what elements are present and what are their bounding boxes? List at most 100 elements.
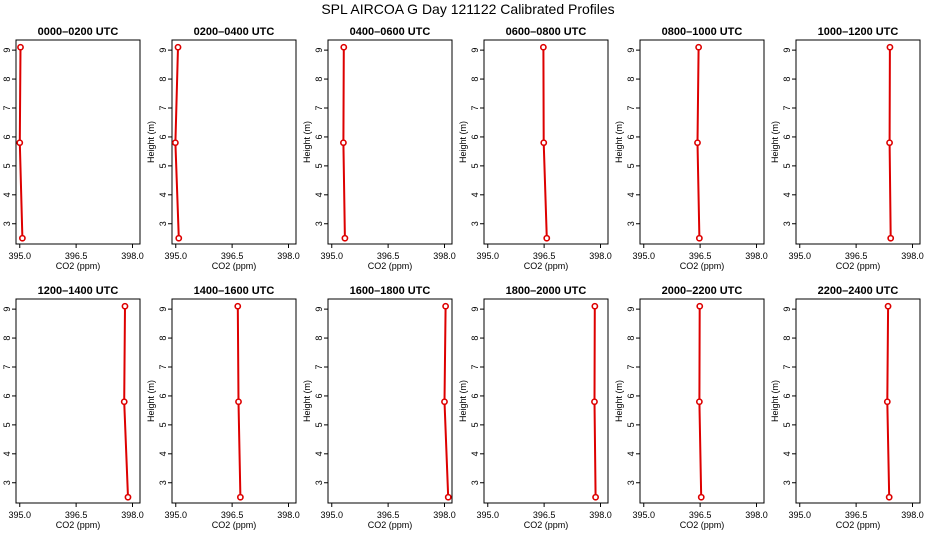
data-point bbox=[171, 139, 179, 147]
data-point bbox=[16, 139, 24, 147]
y-tick-label: 3 bbox=[158, 221, 168, 226]
y-tick-label: 7 bbox=[314, 364, 324, 369]
y-tick-label: 8 bbox=[782, 336, 792, 341]
x-tick-label: 395.0 bbox=[320, 510, 343, 520]
data-point bbox=[235, 398, 242, 406]
plot-frame bbox=[795, 39, 921, 245]
y-tick-label: 9 bbox=[2, 307, 12, 312]
x-tick-label: 398.0 bbox=[277, 510, 300, 520]
x-tick-label: 398.0 bbox=[745, 251, 768, 261]
y-tick-label: 8 bbox=[626, 77, 636, 82]
x-tick-label: 398.0 bbox=[121, 510, 144, 520]
data-point bbox=[883, 398, 891, 406]
x-axis-label: CO2 (ppm) bbox=[368, 261, 413, 271]
x-tick-label: 395.0 bbox=[476, 510, 499, 520]
data-point bbox=[18, 234, 26, 242]
panel-4: 0600–0800 UTC 395.0 396.5 398.0 3 4 5 6 7 8 9 CO2 (… bbox=[458, 26, 612, 271]
x-tick-label: 395.0 bbox=[788, 510, 811, 520]
y-tick-label: 6 bbox=[158, 134, 168, 139]
x-axis-label: CO2 (ppm) bbox=[56, 520, 101, 530]
y-tick-label: 8 bbox=[2, 336, 12, 341]
panel-8: 1400–1600 UTC 395.0 396.5 398.0 3 4 5 6 7 8 9 CO2 (… bbox=[146, 285, 300, 530]
x-tick-label: 398.0 bbox=[745, 510, 768, 520]
y-tick-label: 8 bbox=[2, 77, 12, 82]
y-tick-label: 4 bbox=[2, 192, 12, 197]
y-tick-label: 3 bbox=[158, 480, 168, 485]
plot-frame bbox=[639, 39, 765, 245]
panel-title: 1600–1800 UTC bbox=[350, 285, 431, 297]
y-tick-label: 6 bbox=[314, 134, 324, 139]
y-axis-label: Height (m) bbox=[458, 121, 468, 163]
data-point bbox=[442, 302, 450, 310]
y-tick-label: 4 bbox=[314, 451, 324, 456]
y-tick-label: 6 bbox=[782, 393, 792, 398]
y-axis-label: Height (m) bbox=[146, 380, 156, 422]
plot-frame bbox=[795, 298, 921, 504]
x-tick-label: 396.5 bbox=[65, 251, 88, 261]
y-tick-label: 5 bbox=[782, 422, 792, 427]
y-tick-label: 5 bbox=[470, 422, 480, 427]
x-tick-label: 396.5 bbox=[377, 251, 400, 261]
panel-title: 2000–2200 UTC bbox=[662, 285, 743, 297]
y-tick-label: 9 bbox=[782, 48, 792, 53]
x-tick-label: 395.0 bbox=[632, 251, 655, 261]
x-tick-label: 398.0 bbox=[433, 510, 456, 520]
data-point bbox=[120, 398, 128, 406]
plot-frame bbox=[171, 39, 297, 245]
y-tick-label: 3 bbox=[314, 480, 324, 485]
y-tick-label: 6 bbox=[626, 393, 636, 398]
y-axis-label: Height (m) bbox=[770, 121, 780, 163]
y-tick-label: 3 bbox=[470, 480, 480, 485]
plot-frame bbox=[327, 298, 453, 504]
plot-frame bbox=[483, 39, 609, 245]
panel-2: 0200–0400 UTC 395.0 396.5 398.0 3 4 5 6 7 8 9 CO2 (… bbox=[146, 26, 300, 271]
data-point bbox=[697, 493, 705, 501]
y-tick-label: 9 bbox=[470, 307, 480, 312]
y-tick-label: 5 bbox=[314, 422, 324, 427]
y-tick-label: 3 bbox=[626, 221, 636, 226]
x-tick-label: 395.0 bbox=[8, 510, 31, 520]
data-point bbox=[540, 139, 548, 147]
y-tick-label: 3 bbox=[314, 221, 324, 226]
y-tick-label: 9 bbox=[314, 307, 324, 312]
y-tick-label: 4 bbox=[626, 192, 636, 197]
chart-title: SPL AIRCOA G Day 121122 Calibrated Profi… bbox=[321, 1, 615, 17]
y-tick-label: 4 bbox=[782, 192, 792, 197]
y-tick-label: 9 bbox=[782, 307, 792, 312]
y-tick-label: 4 bbox=[470, 451, 480, 456]
x-axis-label: CO2 (ppm) bbox=[836, 261, 881, 271]
x-tick-label: 396.5 bbox=[65, 510, 88, 520]
panel-title: 1000–1200 UTC bbox=[818, 26, 899, 38]
y-tick-label: 6 bbox=[470, 393, 480, 398]
x-axis-label: CO2 (ppm) bbox=[56, 261, 101, 271]
x-axis-label: CO2 (ppm) bbox=[680, 261, 725, 271]
y-axis-label: Height (m) bbox=[614, 380, 624, 422]
data-point bbox=[884, 302, 892, 310]
data-point bbox=[17, 43, 24, 51]
data-point bbox=[539, 43, 547, 51]
y-tick-label: 8 bbox=[626, 336, 636, 341]
x-tick-label: 398.0 bbox=[589, 510, 612, 520]
panel-7: 1200–1400 UTC 395.0 396.5 398.0 3 4 5 6 7 8 9 CO2 (… bbox=[2, 285, 144, 530]
panel-title: 1400–1600 UTC bbox=[194, 285, 275, 297]
plot-frame bbox=[639, 298, 765, 504]
y-tick-label: 9 bbox=[626, 48, 636, 53]
x-tick-label: 398.0 bbox=[433, 251, 456, 261]
y-tick-label: 7 bbox=[2, 105, 12, 110]
y-tick-label: 5 bbox=[314, 163, 324, 168]
data-point bbox=[591, 302, 599, 310]
y-tick-label: 8 bbox=[470, 77, 480, 82]
data-point bbox=[695, 234, 703, 242]
x-axis-label: CO2 (ppm) bbox=[524, 520, 569, 530]
y-tick-label: 3 bbox=[782, 480, 792, 485]
y-tick-label: 5 bbox=[470, 163, 480, 168]
y-tick-label: 9 bbox=[158, 307, 168, 312]
y-tick-label: 9 bbox=[2, 48, 12, 53]
y-tick-label: 7 bbox=[782, 105, 792, 110]
y-tick-label: 5 bbox=[158, 422, 168, 427]
y-tick-label: 7 bbox=[626, 105, 636, 110]
y-tick-label: 4 bbox=[626, 451, 636, 456]
panel-title: 0400–0600 UTC bbox=[350, 26, 431, 38]
panel-title: 0600–0800 UTC bbox=[506, 26, 587, 38]
y-tick-label: 5 bbox=[2, 422, 12, 427]
